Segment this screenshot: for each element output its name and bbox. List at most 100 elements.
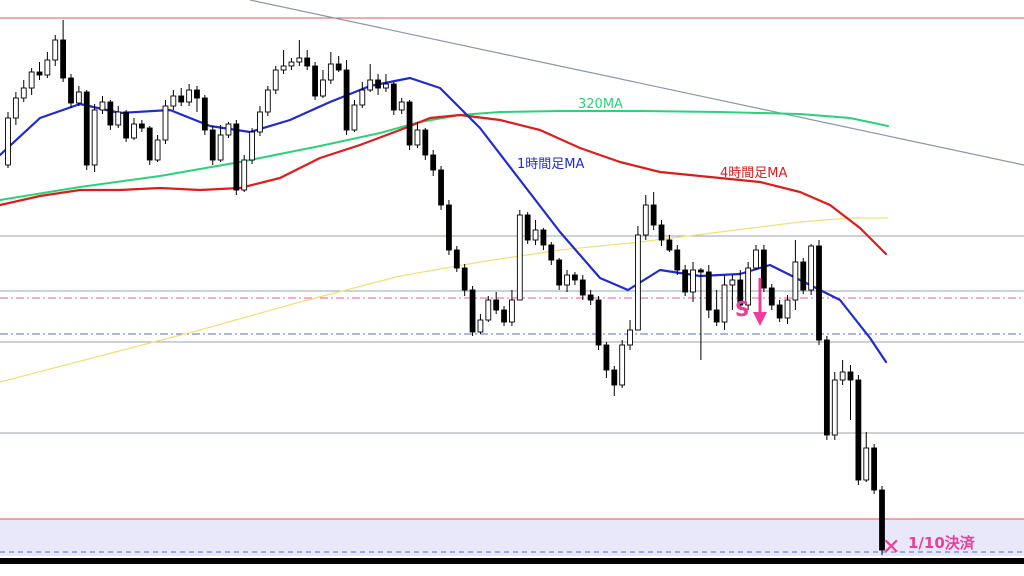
candle-body-up: [398, 101, 405, 111]
candle-body-up: [784, 299, 791, 319]
candle-body-down: [60, 39, 67, 79]
candle-body-down: [761, 249, 767, 289]
candle: [296, 40, 303, 66]
candle-body-up: [792, 261, 799, 301]
candle: [68, 74, 74, 108]
candle-body-down: [556, 259, 563, 286]
candle-body-up: [753, 249, 759, 269]
candle-body-down: [123, 111, 129, 139]
candle-body-down: [658, 224, 665, 241]
candle-body-up: [485, 299, 492, 321]
candle: [823, 336, 830, 440]
candle-body-down: [871, 447, 878, 491]
candle-body-up: [154, 139, 161, 161]
candle-body-up: [217, 134, 224, 161]
candle-body-down: [705, 271, 712, 311]
bottom-bar: [0, 558, 1024, 564]
candle: [99, 96, 106, 114]
candle-body-up: [115, 111, 122, 126]
candle: [579, 275, 586, 300]
candle-body-up: [729, 279, 736, 286]
candle: [44, 52, 51, 78]
candle-body-down: [855, 379, 862, 481]
candle: [737, 270, 744, 310]
ma-320-label: 320MA: [578, 97, 623, 112]
candle-body-down: [83, 91, 90, 166]
candle-body-down: [650, 204, 657, 226]
candle-body-up: [288, 61, 295, 67]
candle: [257, 106, 263, 136]
candle-body-up: [383, 83, 389, 89]
candle-body-up: [296, 57, 303, 63]
candle: [36, 62, 43, 80]
candle: [650, 192, 657, 230]
candle-body-down: [674, 249, 681, 271]
sell-arrow-icon: [753, 278, 767, 326]
candle: [540, 228, 547, 250]
candle-body-up: [327, 63, 334, 81]
candle: [75, 86, 82, 106]
ma-4h-label: 4時間足MA: [720, 166, 787, 181]
candle-body-down: [68, 77, 74, 104]
candle: [351, 100, 358, 132]
candle-body-up: [12, 97, 19, 119]
candle: [871, 444, 878, 494]
candle: [784, 295, 791, 324]
candle: [154, 135, 161, 162]
candle-body-up: [642, 204, 649, 236]
candle-body-up: [5, 117, 11, 166]
candle-body-up: [225, 123, 232, 136]
candle: [611, 366, 618, 396]
candle: [839, 360, 846, 385]
candle: [186, 84, 192, 106]
candle-body-down: [603, 344, 610, 371]
candlesticks: [5, 20, 885, 555]
candle-body-down: [461, 267, 468, 291]
close-label: 1/10決済: [908, 534, 976, 552]
sell-signal-label: S: [735, 297, 749, 321]
ma-1h-label: 1時間足MA: [517, 157, 584, 172]
candle-body-up: [52, 39, 59, 61]
candle-body-down: [446, 204, 452, 251]
candle-body-up: [721, 284, 728, 323]
candle-body-down: [879, 489, 885, 551]
candle: [422, 128, 429, 160]
candle: [217, 125, 224, 162]
candle: [414, 122, 421, 148]
candle: [713, 290, 720, 326]
candle: [635, 226, 641, 331]
candle-body-up: [131, 123, 137, 139]
candle-body-down: [138, 123, 145, 129]
candle-body-down: [36, 71, 43, 76]
candle-body-down: [666, 239, 673, 251]
candle: [280, 50, 287, 74]
candle-body-down: [422, 129, 429, 156]
candle-body-down: [304, 57, 311, 67]
candle: [406, 100, 413, 150]
candle: [194, 86, 200, 112]
candle-body-up: [186, 89, 192, 103]
candle: [453, 246, 460, 272]
candle: [209, 126, 216, 165]
candle-body-up: [367, 79, 374, 91]
candle-body-up: [509, 299, 515, 323]
candle-body-up: [272, 69, 279, 91]
candle: [776, 300, 783, 322]
candle: [619, 340, 626, 388]
candle: [233, 120, 240, 195]
candle: [115, 106, 122, 128]
candle-body-up: [627, 329, 633, 346]
candle-body-down: [406, 101, 413, 146]
candle: [272, 66, 279, 94]
candle-body-down: [823, 339, 830, 436]
candle: [469, 286, 476, 336]
candle-body-up: [863, 447, 870, 481]
candle: [288, 58, 295, 70]
candle-body-down: [209, 129, 216, 161]
candle: [320, 70, 326, 98]
candle-body-down: [572, 274, 578, 281]
candle: [162, 100, 169, 144]
candle: [753, 245, 759, 270]
candle: [477, 314, 484, 334]
